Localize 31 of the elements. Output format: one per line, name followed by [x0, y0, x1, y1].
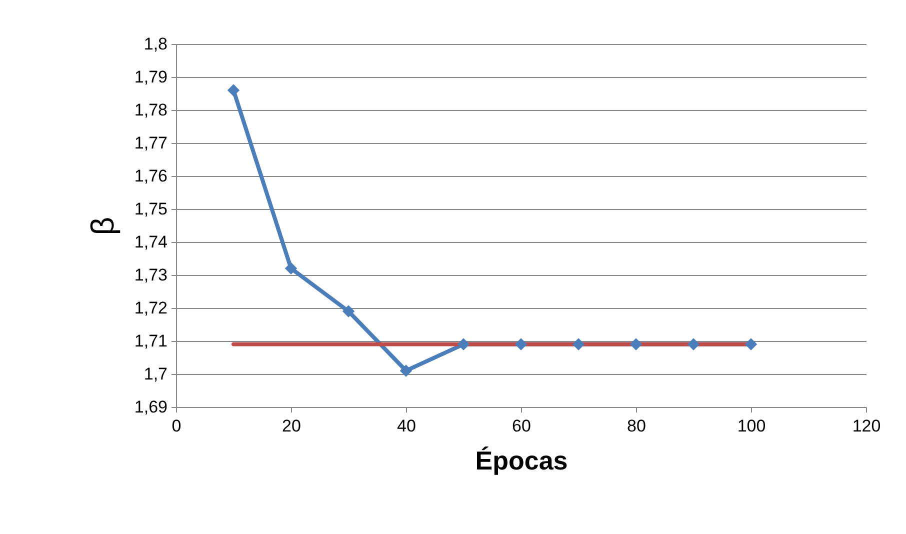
- x-tick-label: 100: [737, 416, 766, 436]
- y-tick-label: 1,8: [144, 34, 168, 54]
- point: [342, 305, 355, 318]
- x-tick-label: 0: [172, 416, 182, 436]
- y-tick-label: 1,69: [134, 398, 168, 416]
- point: [744, 338, 758, 350]
- y-tick-label: 1,78: [134, 100, 168, 120]
- x-tick-label: 20: [282, 416, 301, 436]
- point: [457, 338, 470, 350]
- x-axis-title: Épocas: [475, 446, 568, 476]
- x-tick-label: 120: [852, 416, 881, 436]
- point: [514, 338, 528, 350]
- y-tick-label: 1,73: [134, 266, 168, 284]
- y-tick-label: 1,76: [134, 166, 168, 186]
- y-tick-label: 1,71: [134, 332, 168, 350]
- y-axis-title: β: [84, 216, 120, 236]
- point: [284, 262, 298, 275]
- x-tick-label: 80: [627, 416, 646, 436]
- point: [630, 338, 642, 350]
- point: [400, 364, 412, 377]
- y-tick-label: 1,7: [144, 364, 168, 384]
- y-tick-label: 1,72: [134, 298, 168, 318]
- point: [572, 338, 585, 350]
- y-tick-label: 1,77: [134, 134, 168, 152]
- point: [687, 338, 700, 350]
- y-tick-label: 1,74: [134, 232, 168, 252]
- y-tick-label: 1,79: [134, 68, 168, 86]
- x-tick-label: 40: [397, 416, 416, 436]
- y-tick-label: 1,75: [134, 200, 168, 218]
- x-tick-label: 60: [512, 416, 531, 436]
- point: [227, 84, 240, 96]
